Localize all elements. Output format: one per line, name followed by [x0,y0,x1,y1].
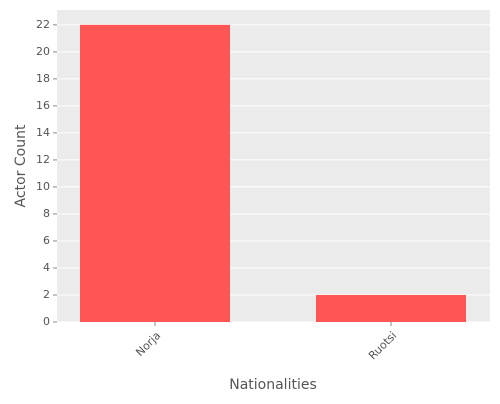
y-tick-label: 4 [43,261,50,274]
x-tick-label: Ruotsi [366,329,399,362]
y-tick-label: 8 [43,207,50,220]
y-tick-label: 22 [36,18,50,31]
y-tick-label: 14 [36,126,50,139]
y-tick-label: 20 [36,45,50,58]
y-tick-label: 12 [36,153,50,166]
bar [80,24,230,322]
y-tick-label: 2 [43,288,50,301]
y-tick-label: 6 [43,234,50,247]
y-axis-title: Actor Count [13,124,29,207]
bar [316,294,466,322]
y-tick-label: 18 [36,72,50,85]
y-tick-label: 0 [43,315,50,328]
y-tick-label: 10 [36,180,50,193]
y-tick-label: 16 [36,99,50,112]
x-tick-label: Norja [133,329,163,359]
x-axis-title: Nationalities [229,377,317,393]
